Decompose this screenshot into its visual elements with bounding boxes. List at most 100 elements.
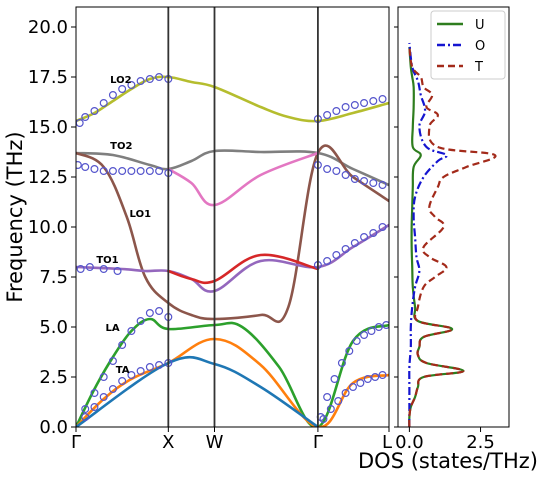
reference-point	[90, 106, 99, 115]
y-tick-label: 15.0	[28, 117, 68, 138]
reference-point	[90, 165, 99, 174]
reference-point	[81, 163, 90, 172]
reference-point	[332, 106, 341, 115]
reference-point	[378, 94, 387, 103]
y-ticks: 0.0 2.5 5.0 7.5 10.0 12.5 15.0 17.5 20.0	[28, 17, 76, 438]
reference-point	[108, 167, 117, 176]
reference-point	[378, 181, 387, 190]
reference-point	[136, 167, 145, 176]
dos-panel: 0.0 2.5 UOT	[394, 6, 510, 453]
reference-point	[356, 379, 365, 388]
reference-point	[360, 233, 369, 242]
legend-box	[430, 10, 506, 80]
y-tick-label: 7.5	[39, 267, 68, 288]
reference-point	[118, 341, 127, 350]
reference-point	[319, 415, 328, 424]
y-tick-label: 20.0	[28, 17, 68, 38]
reference-point	[367, 327, 376, 336]
reference-point	[350, 175, 359, 184]
branch-label: TA	[116, 365, 130, 376]
y-tick-label: 0.0	[39, 417, 68, 438]
dispersion-branch-2	[76, 149, 389, 187]
reference-point	[113, 267, 122, 276]
y-axis-label: Frequency (THz)	[3, 131, 27, 302]
reference-point	[127, 371, 136, 380]
dos-series-O	[408, 42, 448, 427]
y-tick-label: 12.5	[28, 167, 68, 188]
reference-point	[332, 251, 341, 260]
x-tick-label: X	[162, 432, 174, 453]
reference-point	[363, 375, 372, 384]
reference-point	[99, 167, 108, 176]
reference-point	[155, 307, 164, 316]
reference-point	[323, 165, 332, 174]
reference-point	[85, 263, 94, 272]
reference-point	[90, 403, 99, 412]
reference-point	[145, 363, 154, 372]
branch-label: LO2	[110, 75, 132, 86]
reference-point	[99, 98, 108, 107]
dispersion-branch-3	[76, 144, 389, 323]
reference-point	[108, 90, 117, 99]
reference-point	[108, 385, 117, 394]
high-symmetry-lines	[167, 7, 319, 427]
reference-point	[323, 110, 332, 119]
x-axis-label: DOS (states/THz)	[358, 449, 538, 473]
reference-point	[323, 257, 332, 266]
dispersion-panel: LO2 TO2 LO1 TO1 LA TA 0.0 2.5 5.0 7.5 10.0 12.5 15.…	[28, 6, 392, 453]
reference-point	[348, 383, 357, 392]
reference-point	[81, 413, 90, 422]
dos-frame	[397, 6, 510, 428]
reference-point	[341, 245, 350, 254]
legend-label-T: T	[474, 60, 483, 75]
dos-x-ticks: 0.0 2.5	[395, 427, 495, 453]
reference-point	[341, 102, 350, 111]
reference-point	[360, 331, 369, 340]
y-tick-label: 17.5	[28, 67, 68, 88]
reference-point	[90, 389, 99, 398]
x-tick-label: W	[206, 432, 224, 453]
reference-point	[76, 161, 82, 169]
reference-point	[334, 397, 343, 406]
y-tick-label: 10.0	[28, 217, 68, 238]
reference-point	[145, 74, 154, 83]
dos-x-tick-label: 0.0	[395, 432, 424, 453]
reference-point	[155, 167, 164, 176]
reference-point	[118, 377, 127, 386]
reference-point	[127, 80, 136, 89]
reference-point	[155, 72, 164, 81]
dispersion-branch-5	[76, 223, 389, 293]
reference-point	[155, 361, 164, 370]
dos-y-ticks	[394, 26, 398, 428]
branch-label: LO1	[130, 209, 152, 220]
reference-point	[382, 321, 389, 329]
y-tick-label: 5.0	[39, 317, 68, 338]
dispersion-branch-8	[76, 337, 389, 427]
reference-point	[378, 223, 387, 232]
reference-point	[145, 309, 154, 318]
reference-point	[81, 112, 90, 121]
dispersion-frame	[75, 6, 390, 428]
dos-curves	[408, 42, 497, 427]
reference-point	[99, 373, 108, 382]
dos-series-U	[408, 46, 465, 427]
reference-point	[360, 98, 369, 107]
branch-label: LA	[106, 323, 120, 334]
reference-point	[81, 405, 90, 414]
legend-label-U: U	[475, 18, 485, 33]
reference-point	[136, 76, 145, 85]
reference-point	[99, 265, 108, 274]
reference-point	[378, 371, 387, 380]
reference-point	[371, 373, 380, 382]
reference-point	[99, 393, 108, 402]
reference-point	[369, 96, 378, 105]
reference-point	[326, 405, 335, 414]
reference-point	[341, 171, 350, 180]
x-tick-label: Γ	[313, 432, 323, 453]
reference-point	[145, 167, 154, 176]
reference-point	[369, 179, 378, 188]
branch-label: TO1	[96, 255, 118, 266]
reference-point	[374, 323, 383, 332]
